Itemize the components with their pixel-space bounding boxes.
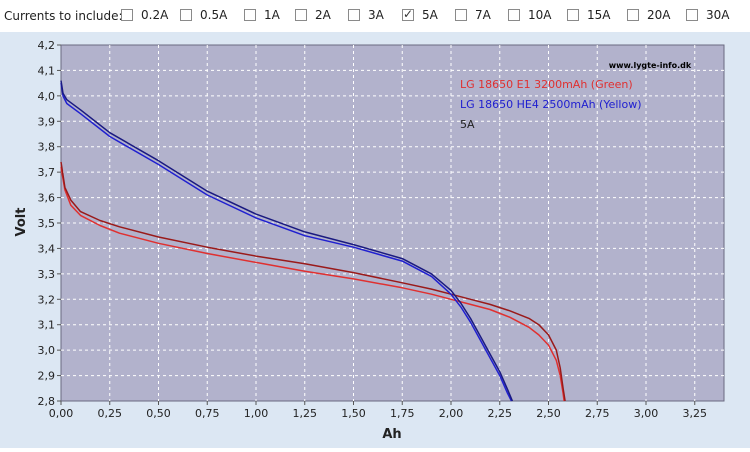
- checkbox-15a[interactable]: [567, 9, 579, 21]
- watermark: www.lygte-info.dk: [609, 61, 692, 70]
- legend-current: 5A: [460, 118, 475, 131]
- x-axis-label: Ah: [382, 427, 401, 442]
- y-tick-labels: 2,8 2,9 3,0 3,1 3,2 3,3 3,4 3,5 3,6 3,7 3,8 3,9 4,0 4…: [38, 39, 56, 408]
- y-tick-label: 4,0: [38, 90, 56, 103]
- current-option-5a[interactable]: 5A: [402, 7, 438, 23]
- checkbox-3a[interactable]: [348, 9, 360, 21]
- current-option-20a[interactable]: 20A: [627, 7, 670, 23]
- y-tick-label: 3,7: [38, 166, 56, 179]
- checkbox-10a[interactable]: [508, 9, 520, 21]
- y-tick-label: 3,9: [38, 115, 56, 128]
- series-line-3: [60, 82, 513, 402]
- current-option-0.2a[interactable]: 0.2A: [121, 7, 168, 23]
- legend-series-2: LG 18650 HE4 2500mAh (Yellow): [460, 98, 642, 111]
- legend-series-1: LG 18650 E1 3200mAh (Green): [460, 78, 633, 91]
- checkbox-5a[interactable]: [402, 7, 414, 21]
- x-tick-label: 3,25: [683, 407, 708, 420]
- checkbox-2a[interactable]: [295, 9, 307, 21]
- checkbox-20a[interactable]: [627, 9, 639, 21]
- y-tick-label: 3,3: [38, 268, 56, 281]
- current-option-10a[interactable]: 10A: [508, 7, 551, 23]
- checkbox-7a[interactable]: [455, 9, 467, 21]
- checkbox-0.5a[interactable]: [180, 9, 192, 21]
- chart-container: 0,00 0,25 0,50 0,75 1,00 1,25 1,50 1,75 2,00 2,25…: [0, 32, 750, 448]
- series-line-1: [60, 166, 565, 402]
- x-tick-label: 1,00: [244, 407, 269, 420]
- y-tick-label: 4,2: [38, 39, 56, 52]
- discharge-chart: 0,00 0,25 0,50 0,75 1,00 1,25 1,50 1,75 2,00 2,25…: [14, 39, 725, 442]
- y-tick-label: 3,0: [38, 344, 56, 357]
- checkbox-1a[interactable]: [244, 9, 256, 21]
- y-tick-label: 3,2: [38, 293, 56, 306]
- x-tick-label: 1,75: [390, 407, 415, 420]
- x-tick-label: 0,00: [49, 407, 74, 420]
- checkbox-0.2a[interactable]: [121, 9, 133, 21]
- x-tick-label: 0,50: [146, 407, 171, 420]
- current-option-15a[interactable]: 15A: [567, 7, 610, 23]
- x-tick-labels: 0,00 0,25 0,50 0,75 1,00 1,25 1,50 1,75 2,00 2,25…: [49, 407, 707, 420]
- x-tick-label: 0,25: [98, 407, 123, 420]
- y-tick-label: 3,1: [38, 319, 56, 332]
- current-option-7a[interactable]: 7A: [455, 7, 491, 23]
- current-option-3a[interactable]: 3A: [348, 7, 384, 23]
- x-tick-label: 2,50: [536, 407, 561, 420]
- x-tick-label: 3,00: [634, 407, 659, 420]
- y-tick-label: 3,6: [38, 192, 56, 205]
- x-tick-label: 1,50: [341, 407, 366, 420]
- x-tick-label: 2,25: [488, 407, 513, 420]
- data-series: [60, 80, 566, 402]
- x-tick-label: 2,75: [585, 407, 610, 420]
- x-tick-label: 1,25: [293, 407, 318, 420]
- currents-filter-bar: Currents to include: 0.2A 0.5A 1A 2A 3A …: [0, 0, 750, 32]
- current-option-1a[interactable]: 1A: [244, 7, 280, 23]
- series-line-4: [60, 80, 514, 402]
- x-tick-label: 0,75: [195, 407, 220, 420]
- y-tick-label: 2,8: [38, 395, 56, 408]
- y-tick-label: 2,9: [38, 370, 56, 383]
- series-line-2: [60, 161, 566, 402]
- current-option-0.5a[interactable]: 0.5A: [180, 7, 227, 23]
- checkbox-30a[interactable]: [686, 9, 698, 21]
- current-option-30a[interactable]: 30A: [686, 7, 729, 23]
- grid-lines: [57, 44, 724, 405]
- y-tick-label: 3,5: [38, 217, 56, 230]
- y-tick-label: 3,4: [38, 242, 56, 255]
- y-tick-label: 3,8: [38, 141, 56, 154]
- x-tick-label: 2,00: [439, 407, 464, 420]
- current-option-2a[interactable]: 2A: [295, 7, 331, 23]
- y-axis-label: Volt: [14, 208, 29, 237]
- currents-filter-label: Currents to include:: [4, 9, 123, 23]
- y-tick-label: 4,1: [38, 64, 56, 77]
